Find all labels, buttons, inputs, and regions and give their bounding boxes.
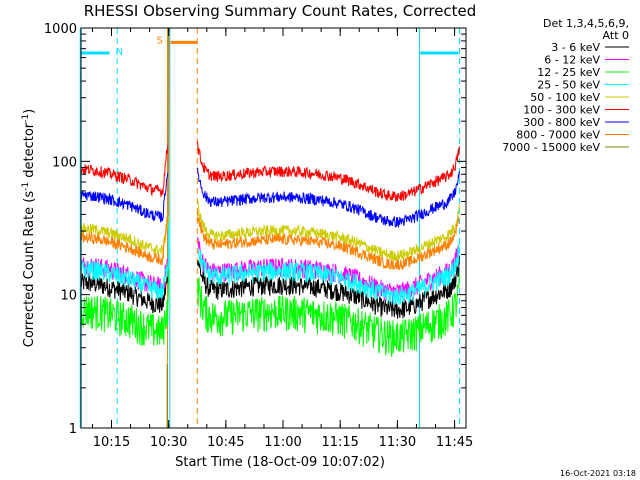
series-layer bbox=[81, 28, 460, 428]
y-tick-label-0: 1 bbox=[69, 422, 77, 437]
legend-label-7: 800 - 7000 keV bbox=[516, 129, 600, 142]
legend-label-5: 100 - 300 keV bbox=[523, 104, 600, 117]
series-line-3-post bbox=[197, 243, 460, 305]
x-tick-label-1: 10:30 bbox=[150, 435, 187, 450]
series-line-6-post bbox=[197, 167, 460, 228]
series-line-4-pre bbox=[81, 28, 170, 256]
series-line-0-post bbox=[197, 255, 460, 319]
plot-frame bbox=[80, 27, 467, 429]
series-line-2-post bbox=[197, 273, 460, 357]
saa-flag-label: S bbox=[157, 35, 163, 46]
x-tick-label-6: 11:45 bbox=[436, 435, 473, 450]
series-line-5-pre bbox=[81, 28, 170, 197]
x-tick-label-0: 10:15 bbox=[93, 435, 130, 450]
x-axis: 10:15 10:30 10:45 11:00 11:15 11:30 11:45 bbox=[91, 28, 473, 450]
legend-label-6: 300 - 800 keV bbox=[523, 116, 600, 129]
series-line-6-pre bbox=[81, 28, 170, 223]
x-tick-label-2: 10:45 bbox=[207, 435, 244, 450]
chart-title: RHESSI Observing Summary Count Rates, Co… bbox=[84, 2, 477, 20]
series-line-7-post bbox=[197, 211, 460, 271]
legend-header-line-2: Att 0 bbox=[603, 29, 629, 42]
y-axis-label: Corrected Count Rate (s-1 detector-1) bbox=[21, 109, 37, 347]
x-tick-label-5: 11:30 bbox=[379, 435, 416, 450]
series-line-5-post bbox=[197, 141, 460, 202]
legend-header-line-1: Det 1,3,4,5,6,9, bbox=[543, 17, 629, 30]
series-line-0-pre bbox=[81, 28, 170, 314]
series-line-4-post bbox=[197, 199, 460, 263]
y-tick-label-3: 1000 bbox=[44, 22, 77, 37]
flags-layer: NS bbox=[79, 28, 461, 428]
x-axis-label: Start Time (18-Oct-09 10:07:02) bbox=[175, 455, 385, 470]
legend-label-2: 12 - 25 keV bbox=[537, 66, 600, 79]
x-tick-label-3: 11:00 bbox=[264, 435, 301, 450]
y-axis: 1 10 100 1000 bbox=[44, 22, 466, 437]
legend-label-4: 50 - 100 keV bbox=[530, 91, 600, 104]
series-line-2-pre bbox=[81, 28, 170, 346]
legend-label-3: 25 - 50 keV bbox=[537, 79, 600, 92]
y-tick-label-1: 10 bbox=[60, 289, 77, 304]
night-flag-label: N bbox=[116, 47, 123, 58]
series-line-7-pre bbox=[81, 28, 170, 266]
series-line-3-pre bbox=[81, 28, 170, 301]
legend-label-8: 7000 - 15000 keV bbox=[502, 141, 600, 154]
y-tick-label-2: 100 bbox=[52, 155, 77, 170]
timestamp: 16-Oct-2021 03:18 bbox=[560, 469, 636, 478]
legend-label-1: 6 - 12 keV bbox=[544, 54, 600, 67]
x-tick-label-4: 11:15 bbox=[321, 435, 358, 450]
legend-label-0: 3 - 6 keV bbox=[551, 41, 600, 54]
